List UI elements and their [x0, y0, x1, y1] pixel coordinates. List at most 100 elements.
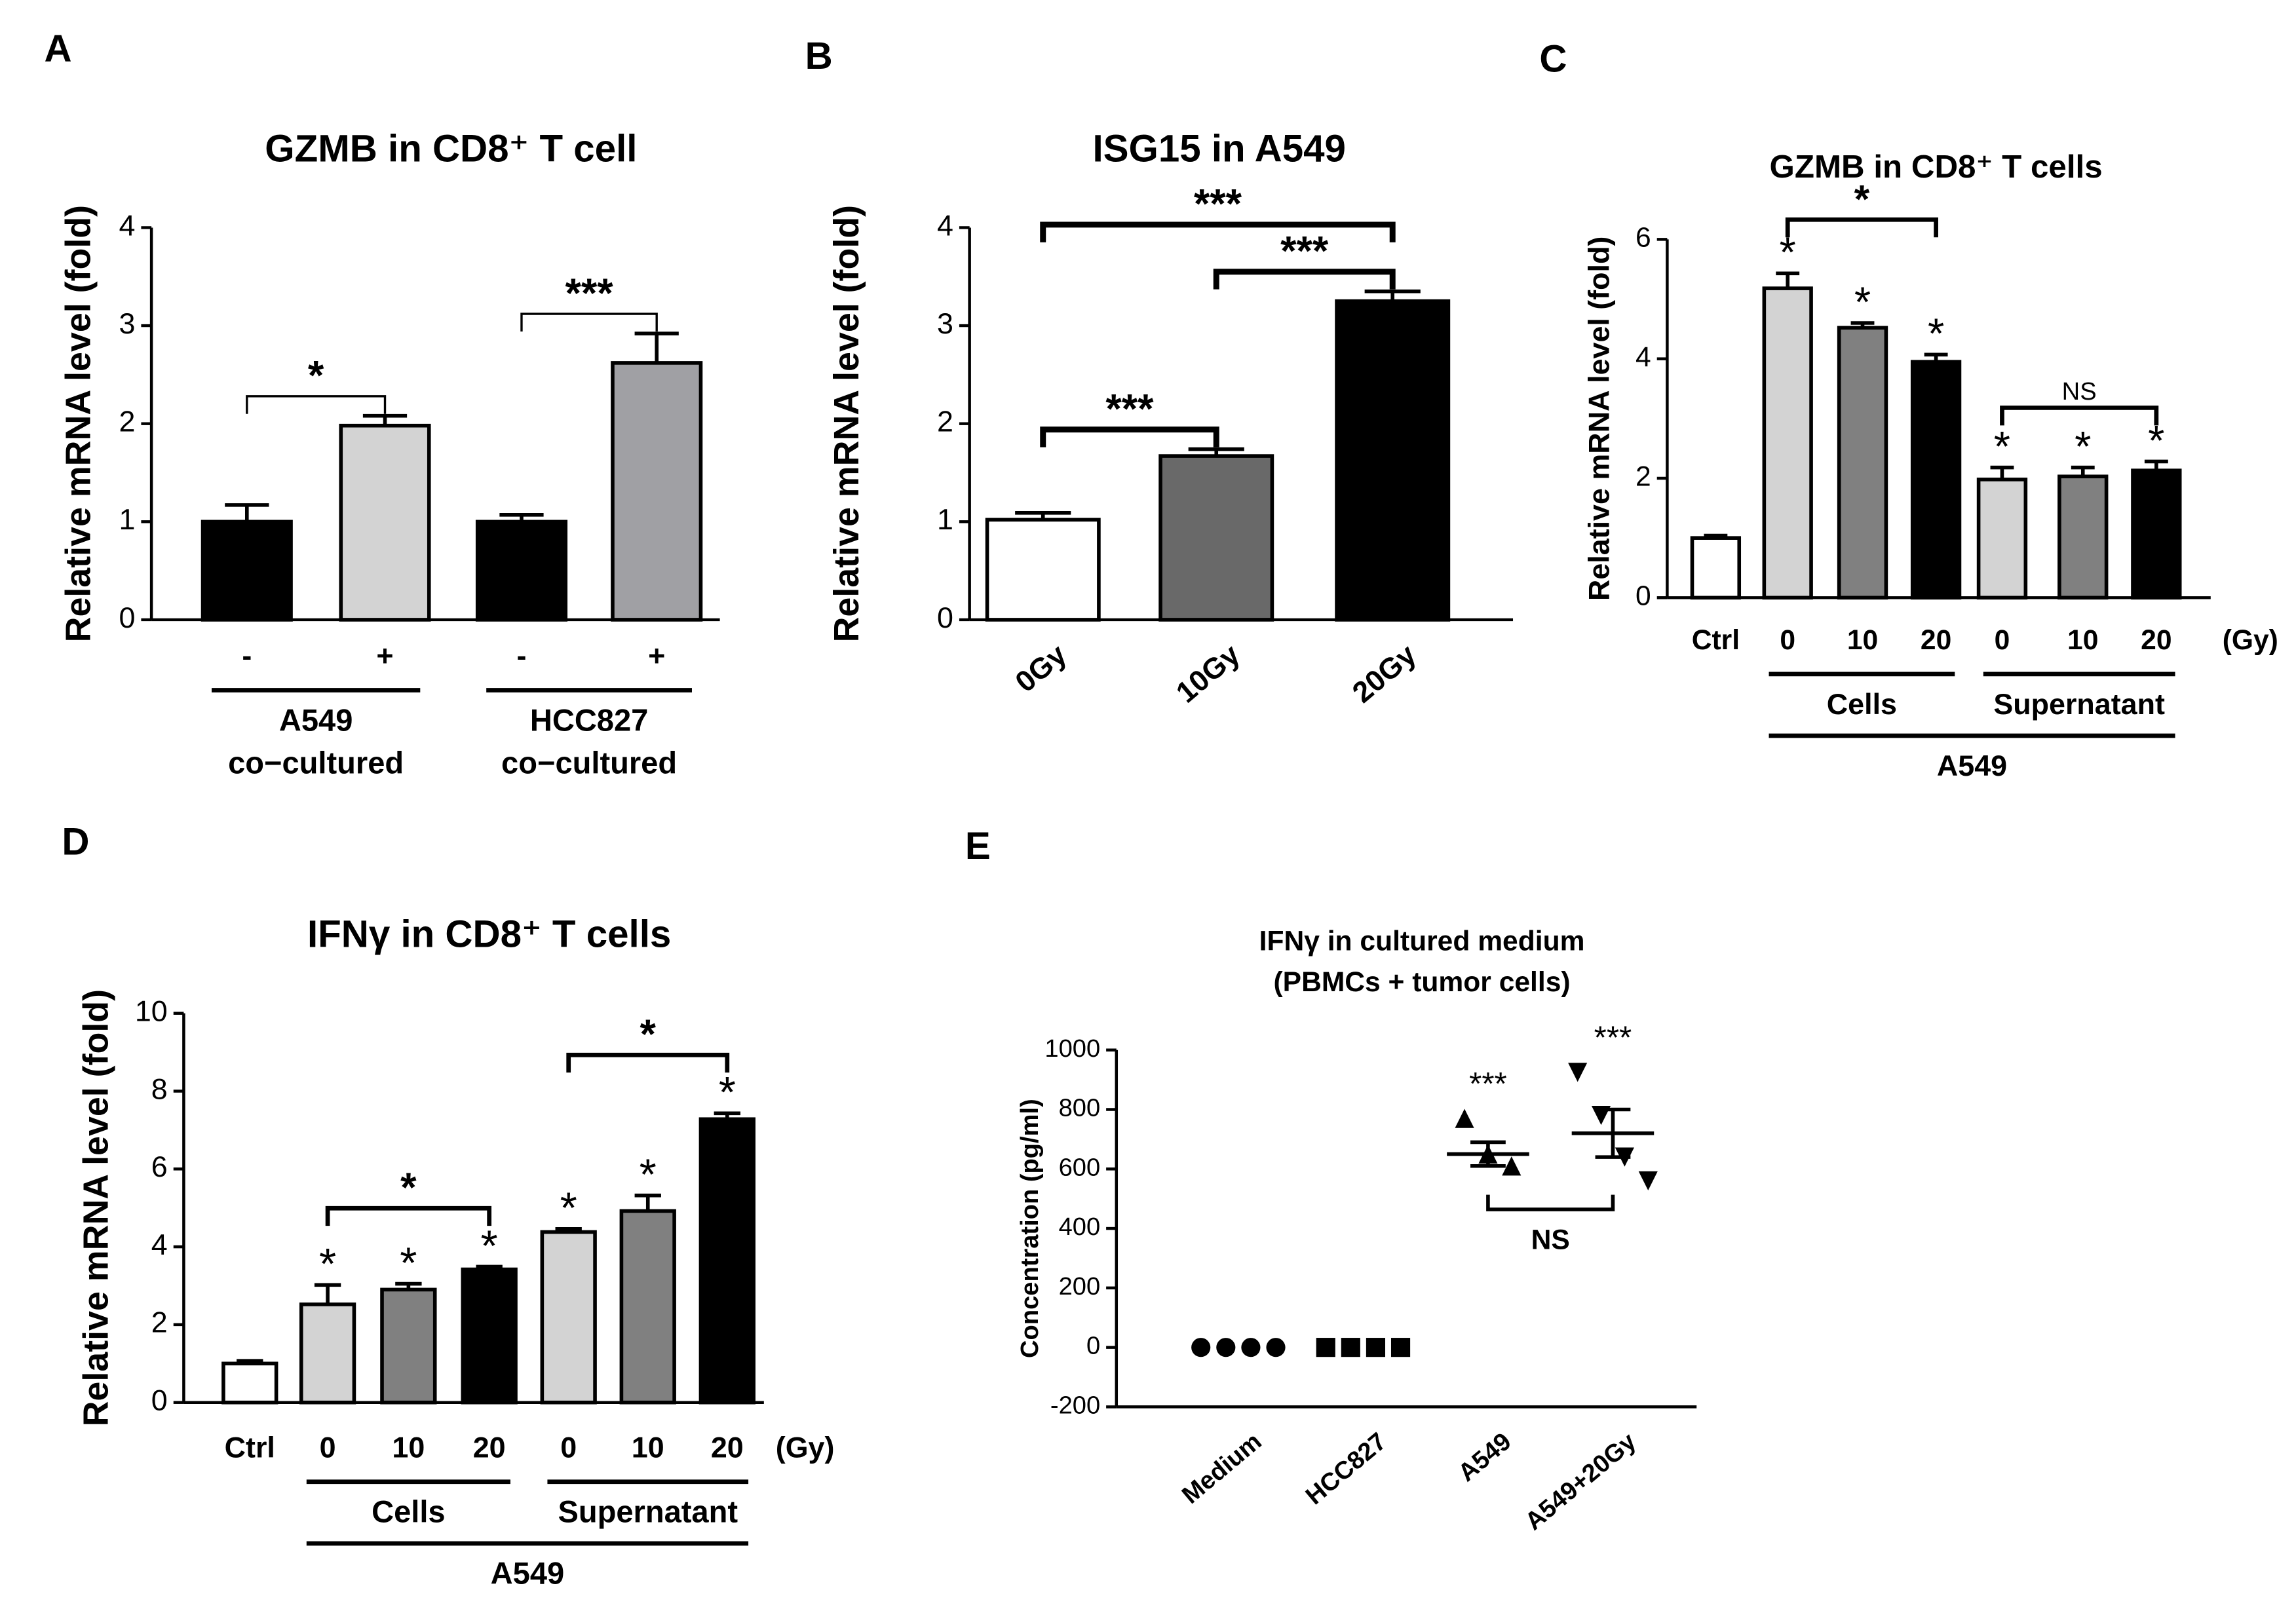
sem-bar: [1470, 1140, 1506, 1168]
x-tick-label: 10: [632, 1430, 664, 1464]
data-point: [1638, 1171, 1658, 1191]
bar-label: *: [1994, 423, 2010, 470]
x-tick-label: 0: [1995, 624, 2010, 656]
bar: [2057, 474, 2109, 600]
x-tick-label: 20: [711, 1430, 744, 1464]
significance-bracket: [246, 395, 387, 414]
bar: [1158, 454, 1274, 622]
y-axis-label: Relative mRNA level (fold): [1582, 237, 1615, 601]
chart-title: GZMB in CD8⁺ T cell: [265, 127, 637, 170]
bar: [985, 518, 1101, 622]
significance-label: *: [400, 1165, 417, 1211]
y-tick-label: 0: [1086, 1333, 1100, 1360]
y-tick-label: 400: [1059, 1213, 1101, 1241]
significance-label: NS: [1531, 1224, 1570, 1256]
bar-label: *: [1854, 278, 1871, 326]
bar: [221, 1361, 278, 1405]
error-bar: [714, 1111, 740, 1120]
error-bar: [1850, 321, 1875, 328]
group-label: A549: [1937, 749, 2007, 782]
significance-bracket: [520, 313, 658, 332]
error-bar: [1704, 533, 1728, 539]
group-label: Cells: [372, 1494, 446, 1528]
panel-letter: D: [62, 820, 89, 863]
bar: [1910, 360, 1962, 600]
error-bar: [2144, 459, 2168, 471]
error-bar: [1364, 289, 1421, 301]
x-tick-label: 10: [392, 1430, 425, 1464]
y-tick-label: 4: [119, 208, 136, 242]
x-tick-label: 20: [473, 1430, 506, 1464]
y-axis-label: Relative mRNA level (fold): [77, 989, 116, 1426]
significance-bracket: [566, 1052, 730, 1073]
chart-title: IFNγ in CD8⁺ T cells: [307, 913, 671, 956]
bar: [611, 361, 703, 622]
significance-bracket: [1486, 1194, 1615, 1211]
x-tick-label: 10: [1847, 624, 1878, 656]
x-tick-label: -: [242, 639, 252, 672]
y-tick-label: 1: [119, 502, 136, 536]
bar-label: *: [400, 1238, 417, 1287]
significance-bracket: [2000, 406, 2159, 426]
bar-label: *: [319, 1240, 336, 1289]
x-tick-label: 0: [320, 1430, 336, 1464]
significance-bracket: [1040, 221, 1396, 242]
bar: [1976, 478, 2028, 600]
significance-label: ***: [1105, 386, 1154, 432]
chart-title: IFNγ in cultured medium: [1259, 925, 1585, 957]
significance-label: NS: [2062, 378, 2097, 406]
group-label: Supernatant: [558, 1494, 738, 1528]
y-tick-label: 4: [1636, 341, 1651, 373]
significance-label: *: [1854, 176, 1870, 221]
x-tick-label: -: [517, 639, 527, 672]
panel-letter: B: [805, 35, 833, 77]
x-tick-label: HCC827: [1301, 1428, 1392, 1510]
bar: [299, 1302, 356, 1405]
chart-title: GZMB in CD8⁺ T cells: [1770, 149, 2103, 185]
x-tick-label: 0: [1780, 624, 1795, 656]
data-point: [1191, 1338, 1211, 1357]
bar: [461, 1267, 518, 1405]
bar: [201, 520, 293, 622]
error-bar: [555, 1226, 582, 1232]
y-tick-label: 0: [151, 1384, 168, 1417]
x-tick-label: 0Gy: [1008, 637, 1073, 699]
x-tick-label: 10Gy: [1170, 637, 1246, 710]
significance-label: *: [308, 352, 324, 398]
data-point: [1390, 1338, 1411, 1357]
data-point: [1316, 1338, 1335, 1357]
significance-bracket: [1213, 269, 1396, 290]
chart-title: (PBMCs + tumor cells): [1274, 966, 1571, 998]
group-label: co−cultured: [228, 745, 404, 780]
data-point: [1455, 1109, 1474, 1128]
x-tick-label: 20Gy: [1346, 637, 1423, 710]
error-bar: [225, 503, 269, 522]
y-tick-label: 0: [1636, 580, 1651, 612]
significance-label: ***: [1469, 1066, 1507, 1102]
data-point: [1341, 1338, 1360, 1357]
bar-label: *: [640, 1150, 657, 1200]
y-tick-label: 0: [119, 601, 136, 634]
group-label: HCC827: [530, 702, 648, 737]
y-axis-label: Relative mRNA level (fold): [59, 205, 98, 642]
panel-letter: E: [965, 825, 991, 867]
x-unit: (Gy): [776, 1430, 835, 1464]
bar: [540, 1230, 597, 1405]
x-tick-label: 10: [2067, 624, 2098, 656]
y-tick-label: 2: [1636, 461, 1651, 492]
y-tick-label: 4: [151, 1228, 168, 1261]
x-tick-label: Medium: [1177, 1428, 1267, 1509]
error-bar: [237, 1359, 263, 1364]
error-bar: [634, 1193, 661, 1211]
y-tick-label: 200: [1059, 1273, 1101, 1300]
bar: [619, 1209, 676, 1405]
error-bar: [1015, 511, 1071, 520]
bar: [1762, 286, 1813, 600]
y-tick-label: -200: [1050, 1392, 1100, 1419]
x-unit: (Gy): [2223, 624, 2278, 656]
y-tick-label: 2: [937, 405, 953, 438]
y-tick-label: 600: [1059, 1154, 1101, 1181]
x-tick-label: 20: [2141, 624, 2172, 656]
